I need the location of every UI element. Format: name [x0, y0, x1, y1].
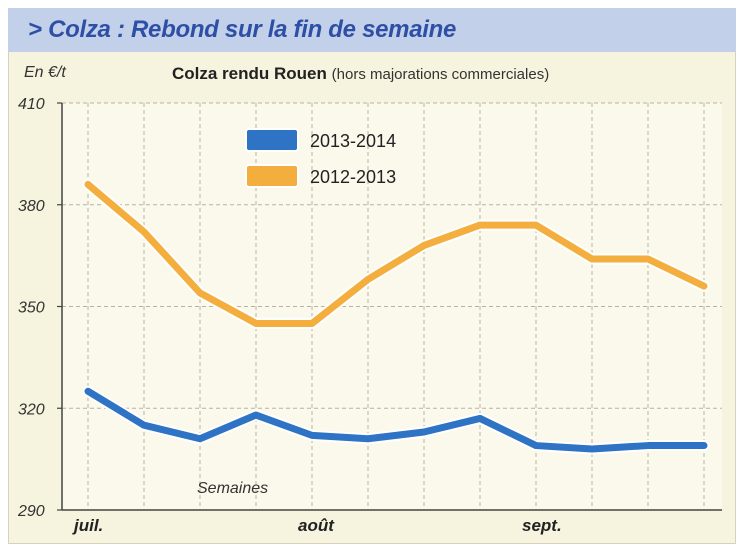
chart-header: > Colza : Rebond sur la fin de semaine: [8, 8, 736, 52]
x-tick-label: août: [298, 516, 335, 535]
x-axis-label: Semaines: [197, 480, 268, 497]
legend-label: 2012-2013: [310, 167, 396, 187]
legend-swatch: [245, 164, 299, 188]
legend-label: 2013-2014: [310, 131, 396, 151]
y-tick-label: 380: [18, 198, 45, 215]
y-tick-label: 320: [18, 401, 45, 418]
x-tick-label: juil.: [72, 516, 103, 535]
y-unit-label: En €/t: [24, 64, 66, 81]
series-line-2012-2013: [84, 180, 708, 327]
y-tick-label: 410: [18, 96, 45, 113]
chart-title-main: Colza rendu Rouen: [172, 64, 327, 83]
chart-title-note: (hors majorations commerciales): [331, 66, 550, 83]
series-line-2013-2014: [84, 387, 708, 453]
chart-header-title: > Colza : Rebond sur la fin de semaine: [28, 16, 457, 43]
chart-title: Colza rendu Rouen (hors majorations comm…: [172, 64, 549, 84]
legend-swatch: [245, 128, 299, 152]
y-tick-label: 350: [18, 300, 45, 317]
x-tick-label: sept.: [522, 516, 562, 535]
y-tick-label: 290: [17, 503, 45, 520]
